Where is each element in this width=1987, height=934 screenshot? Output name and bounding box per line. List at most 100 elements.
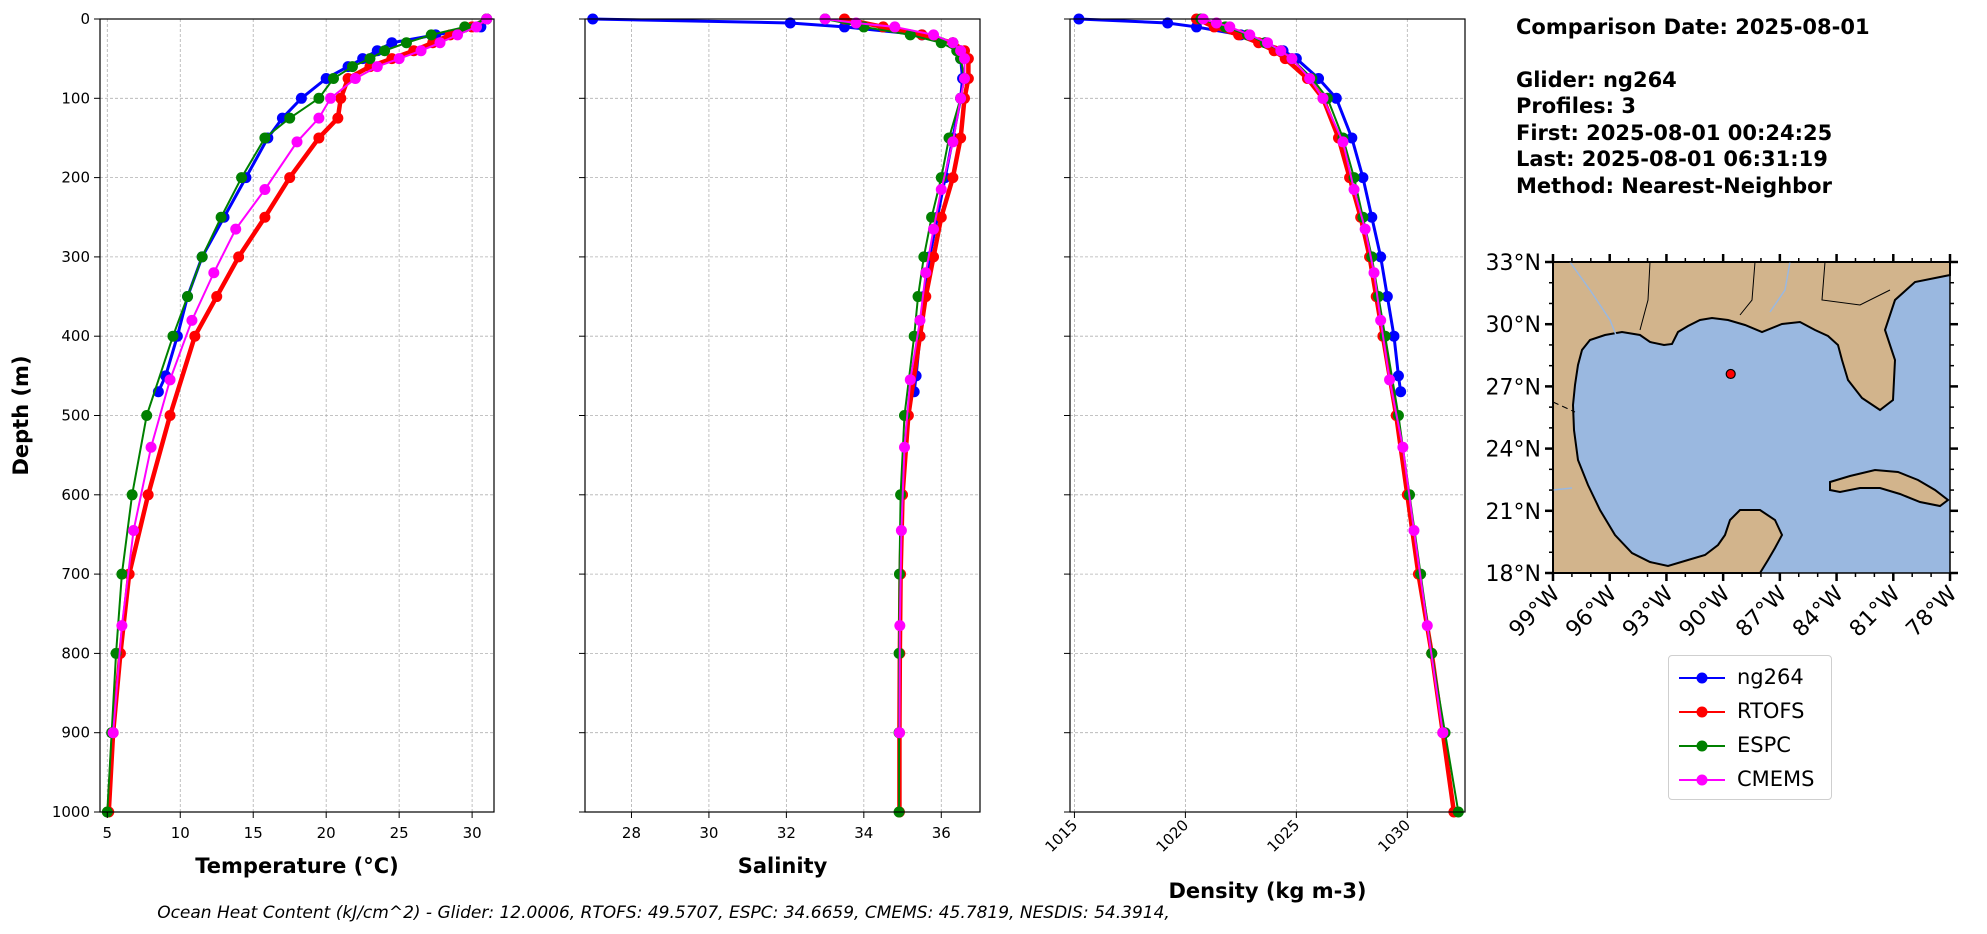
lat-label: 24°N xyxy=(1486,438,1541,463)
data-point-cmems xyxy=(1210,17,1222,29)
data-point-cmems xyxy=(904,374,916,386)
data-point-cmems xyxy=(850,17,862,29)
profile-count: Profiles: 3 xyxy=(1516,94,1637,118)
map-frame xyxy=(1552,261,1951,574)
series-line-espc xyxy=(106,18,488,813)
data-point-espc xyxy=(259,132,271,144)
y-tick-label: 600 xyxy=(61,486,90,504)
data-point-cmems xyxy=(452,29,464,41)
data-point-cmems xyxy=(959,72,971,84)
legend-item-espc: ESPC xyxy=(1677,730,1827,762)
x-tick-label: 25 xyxy=(390,824,409,842)
x-tick-label: 34 xyxy=(854,824,873,842)
legend-item-cmems: CMEMS xyxy=(1677,764,1827,796)
data-point-rtofs xyxy=(947,172,959,184)
y-tick-label: 200 xyxy=(61,169,90,187)
data-point-cmems xyxy=(1317,92,1329,104)
data-point-espc xyxy=(116,568,128,580)
data-point-cmems xyxy=(889,21,901,33)
x-axis-label: Density (kg m-3) xyxy=(1168,879,1366,903)
legend-label: ng264 xyxy=(1737,665,1804,689)
map-river xyxy=(1552,487,1573,491)
data-point-cmems xyxy=(208,267,220,279)
data-point-rtofs xyxy=(211,291,223,303)
map-land-us xyxy=(1552,261,1951,574)
data-point-espc xyxy=(284,112,296,124)
data-point-ng264 xyxy=(1357,172,1369,184)
data-point-rtofs xyxy=(313,132,325,144)
temperature-panel: 5 10 15 20 25 3001002003004005006007008009001… xyxy=(9,10,495,878)
lat-label: 21°N xyxy=(1486,500,1541,525)
legend: ng264 RTOFS ESPC CMEMS xyxy=(1668,655,1832,800)
data-point-ng264 xyxy=(386,37,398,49)
data-point-cmems xyxy=(1368,267,1380,279)
lon-label: 87°W xyxy=(1731,581,1792,642)
data-point-cmems xyxy=(928,223,940,235)
y-tick-label: 900 xyxy=(61,724,90,742)
x-tick-label: 1020 xyxy=(1152,816,1192,856)
data-point-cmems xyxy=(393,53,405,65)
data-point-espc xyxy=(346,61,358,73)
data-point-espc xyxy=(182,291,194,303)
density-panel: 1015 1020 1025 1030 Density (kg m-3) xyxy=(1042,13,1466,903)
data-point-ng264 xyxy=(1366,211,1378,223)
first-time: First: 2025-08-01 00:24:25 xyxy=(1516,120,1833,145)
data-point-cmems xyxy=(1275,45,1287,57)
data-point-ng264 xyxy=(1330,92,1342,104)
y-tick-label: 300 xyxy=(61,248,90,266)
data-point-cmems xyxy=(1375,314,1387,326)
data-point-cmems xyxy=(313,112,325,124)
x-tick-label: 5 xyxy=(103,824,113,842)
lon-label: 99°W xyxy=(1505,581,1566,642)
data-point-rtofs xyxy=(284,172,296,184)
data-point-cmems xyxy=(1408,524,1420,536)
data-point-cmems xyxy=(107,727,119,739)
data-point-cmems xyxy=(947,37,959,49)
map-land-cuba xyxy=(1829,468,1950,508)
data-point-cmems xyxy=(415,45,427,57)
map-river xyxy=(1569,261,1619,341)
data-point-espc xyxy=(379,45,391,57)
glider-location-marker xyxy=(1725,368,1736,380)
x-tick-label: 1025 xyxy=(1263,816,1303,856)
data-point-cmems xyxy=(230,223,242,235)
data-point-cmems xyxy=(1384,374,1396,386)
data-point-cmems xyxy=(1304,72,1316,84)
legend-label: RTOFS xyxy=(1737,699,1805,723)
data-point-cmems xyxy=(470,21,482,33)
data-point-cmems xyxy=(893,727,905,739)
data-point-espc xyxy=(400,37,412,49)
data-point-cmems xyxy=(1421,620,1433,632)
data-point-ng264 xyxy=(784,17,796,29)
data-point-cmems xyxy=(1359,223,1371,235)
data-point-ng264 xyxy=(295,92,307,104)
map-border xyxy=(1739,261,1756,316)
data-point-espc xyxy=(895,489,907,501)
y-tick-label: 0 xyxy=(80,10,90,28)
data-point-espc xyxy=(918,251,930,263)
lat-label: 18°N xyxy=(1486,562,1541,587)
data-point-espc xyxy=(236,172,248,184)
data-point-rtofs xyxy=(332,112,344,124)
legend-item-rtofs: RTOFS xyxy=(1677,696,1827,728)
data-point-cmems xyxy=(895,524,907,536)
data-point-cmems xyxy=(955,92,967,104)
last-time: Last: 2025-08-01 06:31:19 xyxy=(1516,147,1828,171)
lat-label: 27°N xyxy=(1486,375,1541,400)
method: Method: Nearest-Neighbor xyxy=(1516,173,1832,198)
info-block: Comparison Date: 2025-08-01 Glider: ng26… xyxy=(1516,14,1870,199)
x-tick-label: 10 xyxy=(171,824,190,842)
data-point-cmems xyxy=(1437,727,1449,739)
data-point-rtofs xyxy=(335,92,347,104)
data-point-rtofs xyxy=(164,410,176,421)
data-point-espc xyxy=(215,211,227,223)
lat-label: 33°N xyxy=(1486,251,1541,276)
data-point-espc xyxy=(364,53,376,65)
y-tick-label: 100 xyxy=(61,89,90,107)
data-point-cmems xyxy=(1224,21,1236,33)
data-point-cmems xyxy=(186,314,198,326)
data-point-ng264 xyxy=(1395,386,1407,398)
data-point-rtofs xyxy=(233,251,245,263)
y-tick-label: 500 xyxy=(61,407,90,425)
